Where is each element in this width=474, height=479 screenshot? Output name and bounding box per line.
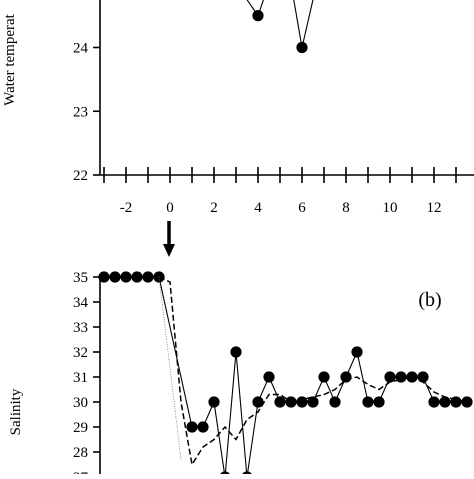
y-tick-label: 30 bbox=[73, 395, 88, 411]
data-point bbox=[230, 346, 242, 358]
data-point bbox=[186, 421, 198, 433]
data-point bbox=[131, 271, 143, 283]
series-group bbox=[98, 271, 473, 474]
y-tick-label: 24 bbox=[73, 41, 89, 57]
data-point bbox=[340, 371, 352, 383]
y-tick-label: 23 bbox=[73, 104, 88, 120]
data-point bbox=[373, 396, 385, 408]
x-tick-label: -2 bbox=[120, 200, 133, 216]
y-tick-label: 22 bbox=[73, 168, 88, 184]
data-point bbox=[384, 371, 396, 383]
data-point bbox=[242, 471, 252, 474]
data-point bbox=[142, 271, 154, 283]
data-point bbox=[296, 396, 308, 408]
y-tick-label: 35 bbox=[73, 270, 88, 286]
arrow-head bbox=[163, 244, 175, 257]
x-tick-label: 2 bbox=[210, 200, 218, 216]
y-tick-label: 34 bbox=[73, 295, 89, 311]
data-point bbox=[274, 396, 286, 408]
data-point bbox=[296, 41, 308, 54]
y-tick-label: 27 bbox=[73, 470, 89, 474]
x-tick-label: 6 bbox=[298, 200, 306, 216]
data-point bbox=[362, 396, 374, 408]
y-tick-label: 33 bbox=[73, 320, 88, 336]
x-tick-label: 0 bbox=[166, 200, 174, 216]
y-tick-label: 29 bbox=[73, 420, 88, 436]
panel-label: (b) bbox=[418, 289, 441, 311]
data-point bbox=[351, 346, 363, 358]
x-tick-label: 4 bbox=[254, 200, 262, 216]
data-point bbox=[417, 371, 429, 383]
data-point bbox=[252, 10, 264, 22]
data-point bbox=[439, 396, 451, 408]
y-tick-label: 28 bbox=[73, 445, 88, 461]
data-point bbox=[252, 396, 264, 408]
data-point bbox=[120, 271, 132, 283]
data-point bbox=[428, 396, 440, 408]
y-axis-title: Water temperat bbox=[2, 13, 18, 105]
x-tick-label: 8 bbox=[342, 200, 350, 216]
data-point bbox=[220, 471, 230, 474]
data-point bbox=[208, 396, 220, 408]
y-tick-label: 32 bbox=[73, 345, 88, 361]
data-point bbox=[307, 396, 319, 408]
series-line-mean bbox=[158, 276, 468, 467]
data-point bbox=[461, 396, 473, 408]
event-arrow-icon bbox=[163, 221, 175, 257]
series-line-transition bbox=[158, 276, 182, 460]
y-axis-title: Salinity bbox=[8, 388, 24, 435]
x-tick-label: 10 bbox=[383, 200, 398, 216]
data-point bbox=[263, 371, 275, 383]
data-point bbox=[98, 271, 110, 283]
data-point bbox=[197, 421, 209, 433]
data-point bbox=[109, 271, 121, 283]
data-point bbox=[329, 396, 341, 408]
series-line-observed bbox=[246, 0, 314, 48]
x-tick-label: 12 bbox=[427, 200, 442, 216]
series-group bbox=[246, 0, 314, 54]
y-tick-label: 31 bbox=[73, 370, 88, 386]
panel-b-salinity: 27 28 29 30 31 32 33 34 35 Salinity (b) bbox=[8, 270, 473, 479]
data-point bbox=[318, 371, 330, 383]
